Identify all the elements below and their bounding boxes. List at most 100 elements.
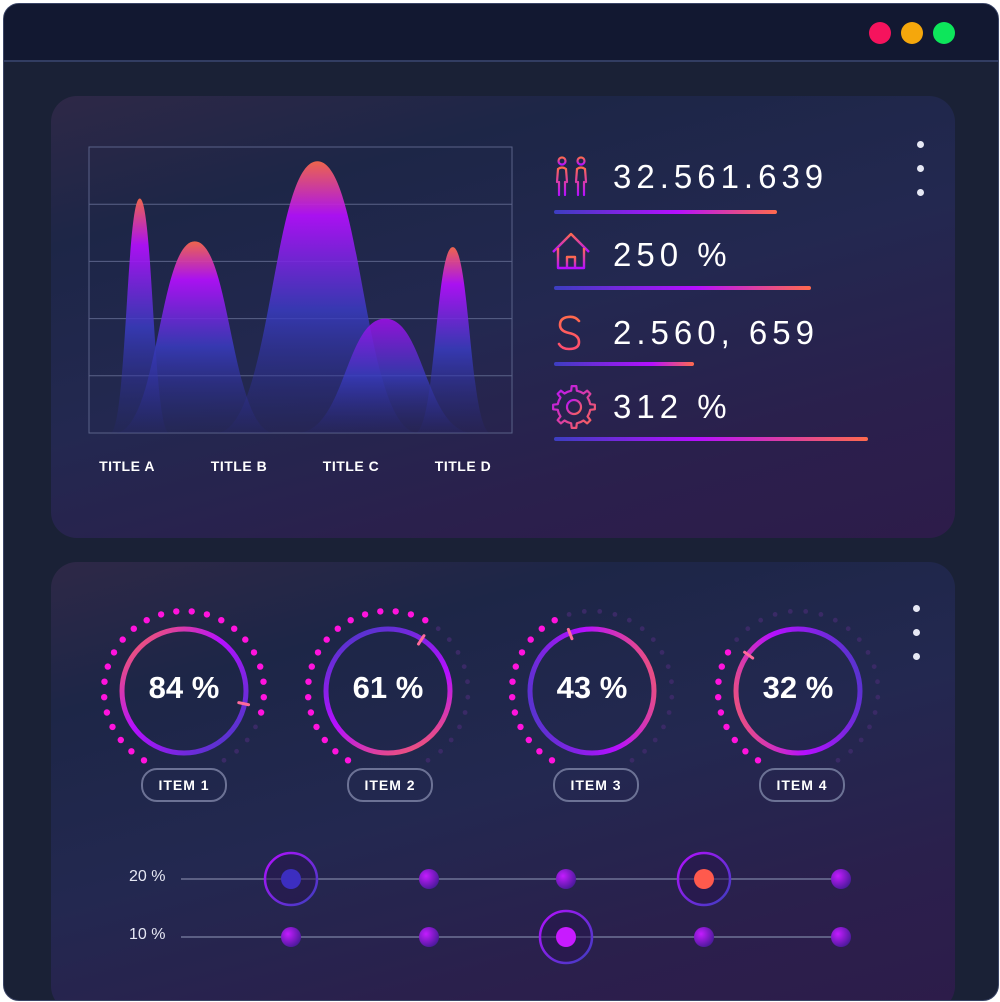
gauge-level-dot	[104, 663, 111, 670]
gauge-level-dot	[629, 757, 635, 763]
x-tick-label: TITLE A	[99, 458, 155, 474]
slider-stop[interactable]	[556, 869, 576, 889]
gauge-value: 32 %	[762, 670, 834, 705]
stat-value: 250 %	[613, 236, 732, 273]
gauge-level-dot	[865, 650, 871, 655]
gauge-level-dot	[110, 649, 118, 656]
gauge-level-dot	[858, 737, 864, 743]
gauge-level-dot	[455, 650, 461, 655]
gauge-level-dot	[422, 617, 429, 624]
gauge-level-dot	[669, 679, 674, 685]
gauge-level-dot	[875, 679, 880, 685]
gauge-level-dot	[260, 694, 267, 701]
gauge-level-dot	[242, 636, 249, 643]
close-window-button[interactable]	[869, 22, 891, 44]
gauge-needle	[566, 627, 574, 641]
gauge-level-dot	[461, 664, 467, 669]
gauge-level-dot	[244, 737, 250, 743]
gauge-item-button[interactable]: ITEM 1	[141, 768, 227, 802]
gauge-level-dot	[669, 694, 675, 700]
gauge-level-dot	[742, 748, 749, 755]
gauge-item-button[interactable]: ITEM 3	[553, 768, 639, 802]
gauge-level-dot	[173, 608, 180, 615]
gauge-ring-track	[119, 626, 249, 756]
gauge-needle	[416, 634, 426, 646]
slider-stop[interactable]	[419, 927, 439, 947]
gauge-level-dot	[734, 637, 740, 642]
gauge-ring	[101, 608, 267, 764]
gauge-level-dot	[462, 710, 468, 715]
slider-stop[interactable]	[831, 927, 851, 947]
gauge-level-dot	[661, 724, 666, 730]
gauge-level-dot	[848, 748, 853, 754]
maximize-window-button[interactable]	[933, 22, 955, 44]
gauge-level-dot	[566, 612, 572, 617]
more-options-button[interactable]	[917, 141, 925, 213]
gauge-level-dot	[323, 636, 330, 643]
gauge-level-dot	[612, 612, 618, 617]
stat-value: 2.560, 659	[613, 314, 819, 351]
stat-progress-bar	[554, 362, 694, 366]
gauge-level-dot	[101, 678, 108, 685]
slider-stop[interactable]	[831, 869, 851, 889]
gauge-level-dot	[221, 757, 227, 763]
gauge-level-dot	[835, 757, 841, 763]
slider-stop[interactable]	[281, 927, 301, 947]
gauge-level-dot	[872, 710, 878, 715]
x-tick-label: TITLE C	[322, 458, 380, 474]
gauge-level-dot	[867, 724, 872, 730]
gauge-level-dot	[305, 694, 312, 701]
gauge-level-dot	[787, 609, 793, 614]
gauge-level-dot	[724, 649, 732, 656]
gauge-item-button[interactable]: ITEM 2	[347, 768, 433, 802]
gauge-level-dot	[119, 636, 126, 643]
slider-stop[interactable]	[694, 927, 714, 947]
slider-stop-selected[interactable]	[556, 927, 576, 947]
gauge-level-dot	[718, 663, 725, 670]
more-options-button[interactable]	[913, 605, 921, 677]
gauge-level-dot	[130, 625, 137, 632]
gauge-level-dot	[465, 679, 470, 685]
gauge-level-dot	[435, 626, 441, 632]
slider-stop[interactable]	[419, 869, 439, 889]
slider-label: 20 %	[129, 868, 166, 885]
gauge-level-dot	[407, 611, 415, 618]
gauge-ring	[305, 608, 471, 764]
stat-value: 32.561.639	[613, 158, 829, 195]
chart-panel: TITLE A TITLE B TITLE C TITLE D 32.561.6…	[51, 96, 955, 538]
gauge-level-dot	[465, 694, 471, 700]
gauge-level-dot	[361, 611, 369, 618]
gauge-level-dot	[446, 637, 452, 642]
gauge: 32 %	[713, 606, 883, 776]
gauge-level-dot	[260, 678, 267, 685]
gauge-level-dot	[257, 663, 264, 670]
gauge-level-dot	[143, 617, 150, 624]
gauge-item-button[interactable]: ITEM 4	[759, 768, 845, 802]
app-window: TITLE A TITLE B TITLE C TITLE D 32.561.6…	[3, 3, 999, 1001]
gauge-level-dot	[875, 694, 881, 700]
gauge-level-dot	[527, 636, 534, 643]
gauge-level-dot	[715, 678, 722, 685]
gauge-level-dot	[234, 748, 240, 754]
slider-stop-selected[interactable]	[694, 869, 714, 889]
gauge-needle	[743, 650, 755, 660]
gauge-level-dot	[117, 736, 124, 744]
gauge-level-dot	[377, 608, 384, 615]
slider-stop-selected[interactable]	[281, 869, 301, 889]
gauge-level-dot	[203, 611, 211, 618]
gauge-level-dot	[745, 626, 751, 632]
gauge-level-dot	[803, 609, 809, 614]
gauge-level-dot	[253, 724, 258, 730]
slider-group	[181, 851, 851, 965]
gauge-level-dot	[548, 757, 556, 764]
gauge-level-dot	[517, 723, 524, 731]
gauge-level-dot	[457, 724, 462, 730]
minimize-window-button[interactable]	[901, 22, 923, 44]
stat-dollar: 2.560, 659	[549, 308, 879, 378]
gauge-level-dot	[157, 611, 165, 618]
gauge-level-dot	[715, 694, 722, 701]
x-tick-label: TITLE D	[434, 458, 492, 474]
gauge-level-dot	[307, 709, 315, 716]
people-icon	[555, 156, 588, 197]
title-bar	[4, 4, 998, 62]
